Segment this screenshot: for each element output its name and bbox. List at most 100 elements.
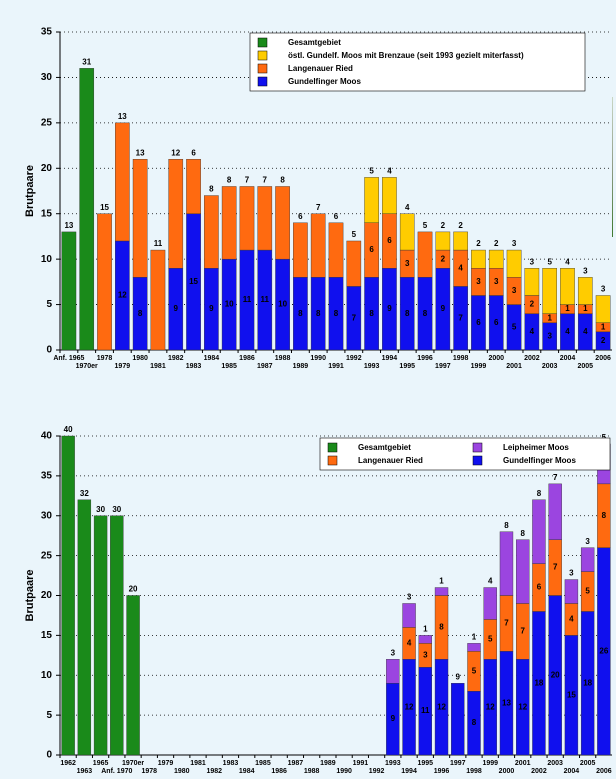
bar-segment (133, 159, 147, 277)
bar-segment (329, 223, 343, 278)
y-tick-label: 35 (41, 27, 53, 38)
bar-segment (311, 214, 325, 278)
x-tick-label: 1986 (271, 768, 287, 775)
x-tick-label: 1993 (364, 363, 380, 370)
x-tick-label: 1996 (434, 768, 450, 775)
x-tick-label: 1982 (168, 355, 184, 362)
value-label: 15 (567, 690, 576, 699)
value-label: 8 (280, 176, 285, 185)
value-label: 1 (583, 304, 588, 313)
bar-segment (400, 214, 414, 250)
bar-segment (516, 540, 529, 604)
value-label: 4 (583, 327, 588, 336)
value-label: 4 (565, 257, 570, 266)
y-tick-label: 0 (46, 345, 52, 356)
y-tick-label: 20 (41, 163, 53, 174)
y-tick-label: 5 (46, 299, 52, 310)
x-tick-label: 1995 (399, 363, 415, 370)
bar-segment (186, 159, 200, 214)
y-tick-label: 35 (41, 471, 53, 482)
value-label: 6 (476, 318, 481, 327)
x-tick-label: 1963 (77, 768, 93, 775)
legend-label: östl. Gundelf. Moos mit Brenzaue (seit 1… (288, 51, 524, 60)
x-tick-label: 2004 (564, 768, 580, 775)
bar-segment (240, 186, 254, 250)
bar-segment (97, 214, 111, 350)
bar-segment (222, 186, 236, 259)
x-tick-label: 1988 (304, 768, 320, 775)
bar-segment (204, 196, 218, 269)
bar-segment (489, 250, 503, 268)
x-tick-label: 2005 (578, 363, 594, 370)
x-tick-label: Anf. 1970 (101, 768, 132, 775)
bar-segment (596, 295, 610, 322)
value-label: 5 (512, 322, 517, 331)
value-label: 3 (423, 650, 428, 659)
value-label: 3 (585, 537, 590, 546)
bar-segment (364, 177, 378, 222)
y-tick-label: 40 (41, 431, 53, 442)
value-label: 7 (245, 176, 250, 185)
value-label: 12 (405, 702, 414, 711)
value-label: 9 (174, 304, 179, 313)
value-label: 3 (583, 266, 588, 275)
y-tick-label: 10 (41, 254, 53, 265)
legend-swatch (473, 456, 482, 465)
bar-segment (382, 177, 396, 213)
bar-segment (115, 123, 129, 241)
x-tick-label: 2000 (499, 768, 515, 775)
x-tick-label: 1990 (310, 355, 326, 362)
value-label: 1 (565, 304, 570, 313)
legend-label: Gundelfinger Moos (288, 77, 361, 86)
value-label: 1 (423, 624, 428, 633)
value-label: 8 (298, 309, 303, 318)
legend-swatch (328, 443, 337, 452)
x-tick-label: 1965 (93, 760, 109, 767)
value-label: 40 (64, 425, 73, 434)
y-tick-label: 20 (41, 590, 53, 601)
value-label: 2 (458, 221, 463, 230)
value-label: 8 (227, 176, 232, 185)
value-label: 8 (472, 718, 477, 727)
bar-segment (468, 643, 481, 651)
x-tick-label: 2002 (524, 355, 540, 362)
value-label: 1 (547, 313, 552, 322)
value-label: 8 (423, 309, 428, 318)
bar-segment (581, 548, 594, 572)
value-label: 6 (298, 212, 303, 221)
bar-segment (94, 516, 107, 755)
value-label: 8 (439, 623, 444, 632)
bar-segment (80, 68, 94, 350)
bar-segment (110, 516, 123, 755)
bar-segment (549, 484, 562, 540)
bar-segment (543, 268, 557, 313)
x-tick-label: 1999 (471, 363, 487, 370)
value-label: 12 (171, 148, 180, 157)
x-tick-label: 1983 (223, 760, 239, 767)
legend-label: Langenauer Ried (358, 456, 423, 465)
value-label: 20 (551, 670, 560, 679)
x-tick-label: 2002 (531, 768, 547, 775)
value-label: 3 (569, 569, 574, 578)
x-tick-label: 1980 (132, 355, 148, 362)
x-tick-label: 1984 (239, 768, 255, 775)
x-tick-label: 1996 (417, 355, 433, 362)
legend-swatch (258, 77, 267, 86)
value-label: 6 (334, 212, 339, 221)
x-tick-label: 2003 (542, 363, 558, 370)
value-label: 5 (585, 587, 590, 596)
bar-segment (403, 603, 416, 627)
x-tick-label: 1994 (401, 768, 417, 775)
legend-label: Gesamtgebiet (288, 38, 341, 47)
bar-segment (62, 232, 76, 350)
value-label: 8 (537, 489, 542, 498)
x-tick-label: 1985 (255, 760, 271, 767)
value-label: 4 (530, 327, 535, 336)
value-label: 13 (136, 148, 145, 157)
value-label: 5 (423, 221, 428, 230)
value-label: 8 (504, 521, 509, 530)
legend-label: Leipheimer Moos (503, 443, 569, 452)
value-label: 4 (407, 638, 412, 647)
value-label: 12 (437, 702, 446, 711)
bar-segment (500, 532, 513, 596)
